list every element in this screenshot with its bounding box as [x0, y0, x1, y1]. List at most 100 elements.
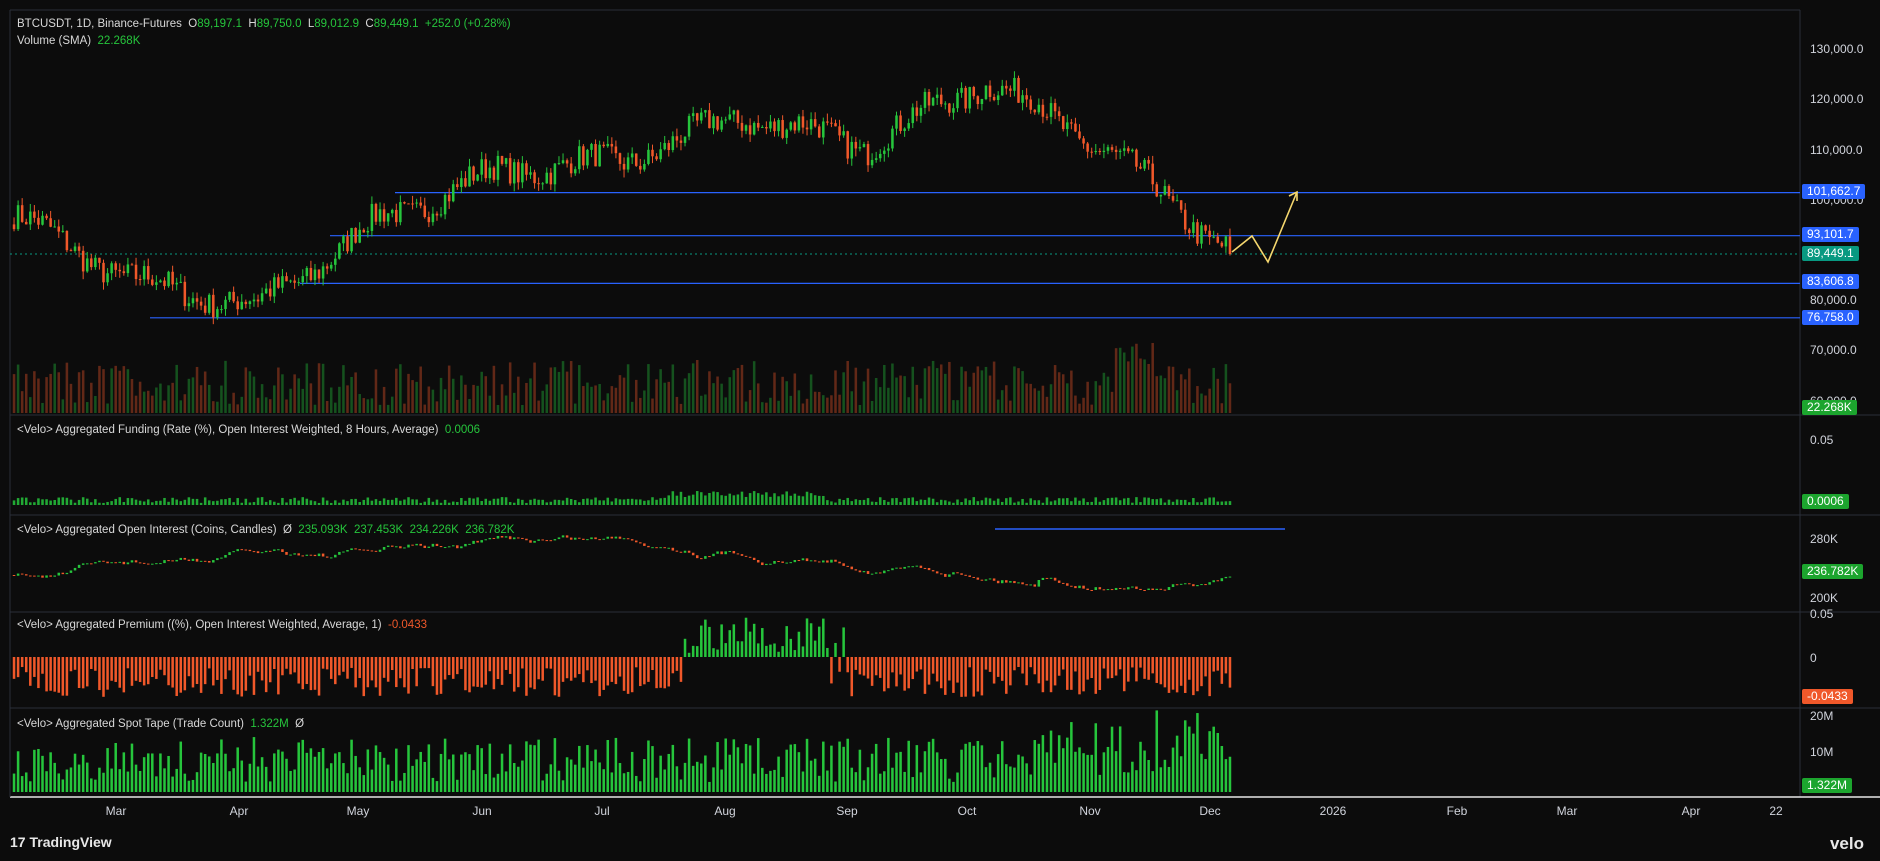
funding-bar: [541, 499, 544, 505]
funding-bar: [598, 500, 601, 505]
volume-badge[interactable]: 22.268K: [1802, 400, 1857, 415]
oi-candle: [903, 566, 906, 569]
spot-tape-bar: [268, 781, 272, 792]
candle-body: [850, 141, 854, 159]
oi-candle: [1017, 582, 1020, 584]
volume-bar: [65, 362, 69, 413]
volume-bar: [244, 367, 248, 413]
spot-tape-bar: [797, 752, 801, 792]
premium-bar: [427, 657, 431, 669]
funding-bar: [155, 500, 158, 505]
oi-candle: [191, 558, 195, 561]
premium-bar: [1013, 657, 1016, 671]
candle-body: [561, 160, 565, 164]
funding-legend[interactable]: <Velo> Aggregated Funding (Rate (%), Ope…: [17, 423, 480, 437]
last-price-badge[interactable]: 89,449.1: [1802, 246, 1859, 261]
oi-badge[interactable]: 236.782K: [1802, 564, 1864, 579]
oi-candle: [858, 570, 862, 573]
volume-bar: [293, 374, 296, 413]
spot-tape-bar: [874, 743, 878, 792]
candle-body: [142, 266, 146, 280]
level-badge[interactable]: 83,606.8: [1802, 274, 1859, 289]
funding-bar: [663, 497, 666, 505]
premium-bar: [151, 657, 154, 678]
premium-bar: [268, 657, 272, 683]
candle-body: [651, 149, 654, 157]
funding-badge[interactable]: 0.0006: [1802, 494, 1849, 509]
candle-body: [321, 266, 325, 279]
spot-tape-bar: [29, 781, 32, 792]
premium-bar: [614, 657, 618, 685]
volume-legend[interactable]: Volume (SMA) 22.268K: [17, 34, 140, 48]
funding-bar: [744, 496, 748, 505]
candle-body: [309, 267, 313, 281]
premium-bar: [199, 657, 203, 693]
spot-tape-bar: [830, 745, 833, 792]
funding-bar: [870, 501, 874, 505]
candle-body: [887, 148, 890, 151]
volume-bar: [891, 363, 894, 413]
volume-bar: [724, 397, 727, 413]
funding-bar: [1053, 500, 1057, 505]
oi-candle: [594, 537, 597, 540]
funding-bar: [277, 502, 280, 505]
candle-body: [277, 277, 280, 288]
oi-candle: [342, 551, 345, 553]
premium-bar: [1196, 657, 1199, 692]
candle-body: [390, 209, 394, 214]
spot-badge[interactable]: 1.322M: [1802, 778, 1853, 793]
funding-bar: [212, 501, 215, 505]
level-badge[interactable]: 76,758.0: [1802, 310, 1859, 325]
oi-candle: [382, 547, 386, 550]
funding-bar: [281, 497, 284, 505]
oi-candle: [968, 575, 971, 577]
candle-body: [1167, 186, 1171, 197]
spot-tape-bar: [390, 780, 394, 792]
spot-tape-bar: [850, 767, 854, 792]
oi-candle: [533, 540, 536, 543]
volume-bar: [1135, 343, 1138, 413]
candle-body: [797, 116, 801, 131]
premium-bar: [85, 657, 89, 687]
candle-body: [102, 262, 105, 283]
level-badge[interactable]: 93,101.7: [1802, 227, 1859, 242]
tradingview-logo[interactable]: 17 TradingView: [10, 834, 112, 850]
candle-body: [49, 218, 52, 227]
candle-body: [146, 266, 150, 280]
oi-candle: [679, 551, 683, 553]
volume-bar: [748, 390, 752, 413]
premium-legend[interactable]: <Velo> Aggregated Premium ((%), Open Int…: [17, 618, 427, 632]
funding-bar: [651, 497, 654, 505]
candle-body: [378, 209, 382, 222]
volume-bar: [464, 384, 467, 413]
volume-bar: [874, 378, 878, 413]
volume-bar: [517, 376, 520, 413]
funding-bar: [956, 499, 959, 505]
oi-candle: [362, 549, 366, 551]
volume-bar: [390, 396, 394, 413]
spot-tape-bar: [37, 748, 40, 792]
oi-legend[interactable]: <Velo> Aggregated Open Interest (Coins, …: [17, 523, 514, 537]
premium-badge[interactable]: -0.0433: [1802, 689, 1853, 704]
volume-bar: [927, 366, 931, 413]
spot-legend[interactable]: <Velo> Aggregated Spot Tape (Trade Count…: [17, 717, 304, 731]
premium-bar: [1163, 657, 1167, 688]
funding-bar: [1131, 502, 1134, 505]
symbol-title[interactable]: BTCUSDT, 1D, Binance-Futures: [17, 18, 182, 30]
candle-body: [1196, 222, 1199, 244]
oi-candle: [822, 560, 825, 563]
velo-logo[interactable]: velo: [1829, 834, 1864, 853]
premium-bar: [98, 657, 101, 691]
spot-tape-bar: [553, 738, 557, 792]
oi-candle: [748, 556, 752, 558]
oi-candle: [203, 560, 207, 562]
spot-tape-bar: [655, 777, 658, 792]
spot-tape-bar: [1204, 759, 1207, 792]
volume-bar: [321, 363, 325, 413]
funding-bar: [1212, 497, 1215, 505]
spot-tape-bar: [277, 749, 280, 792]
level-badge[interactable]: 101,662.7: [1802, 184, 1866, 199]
oi-candle: [447, 546, 451, 548]
spot-tape-bar: [155, 776, 158, 792]
